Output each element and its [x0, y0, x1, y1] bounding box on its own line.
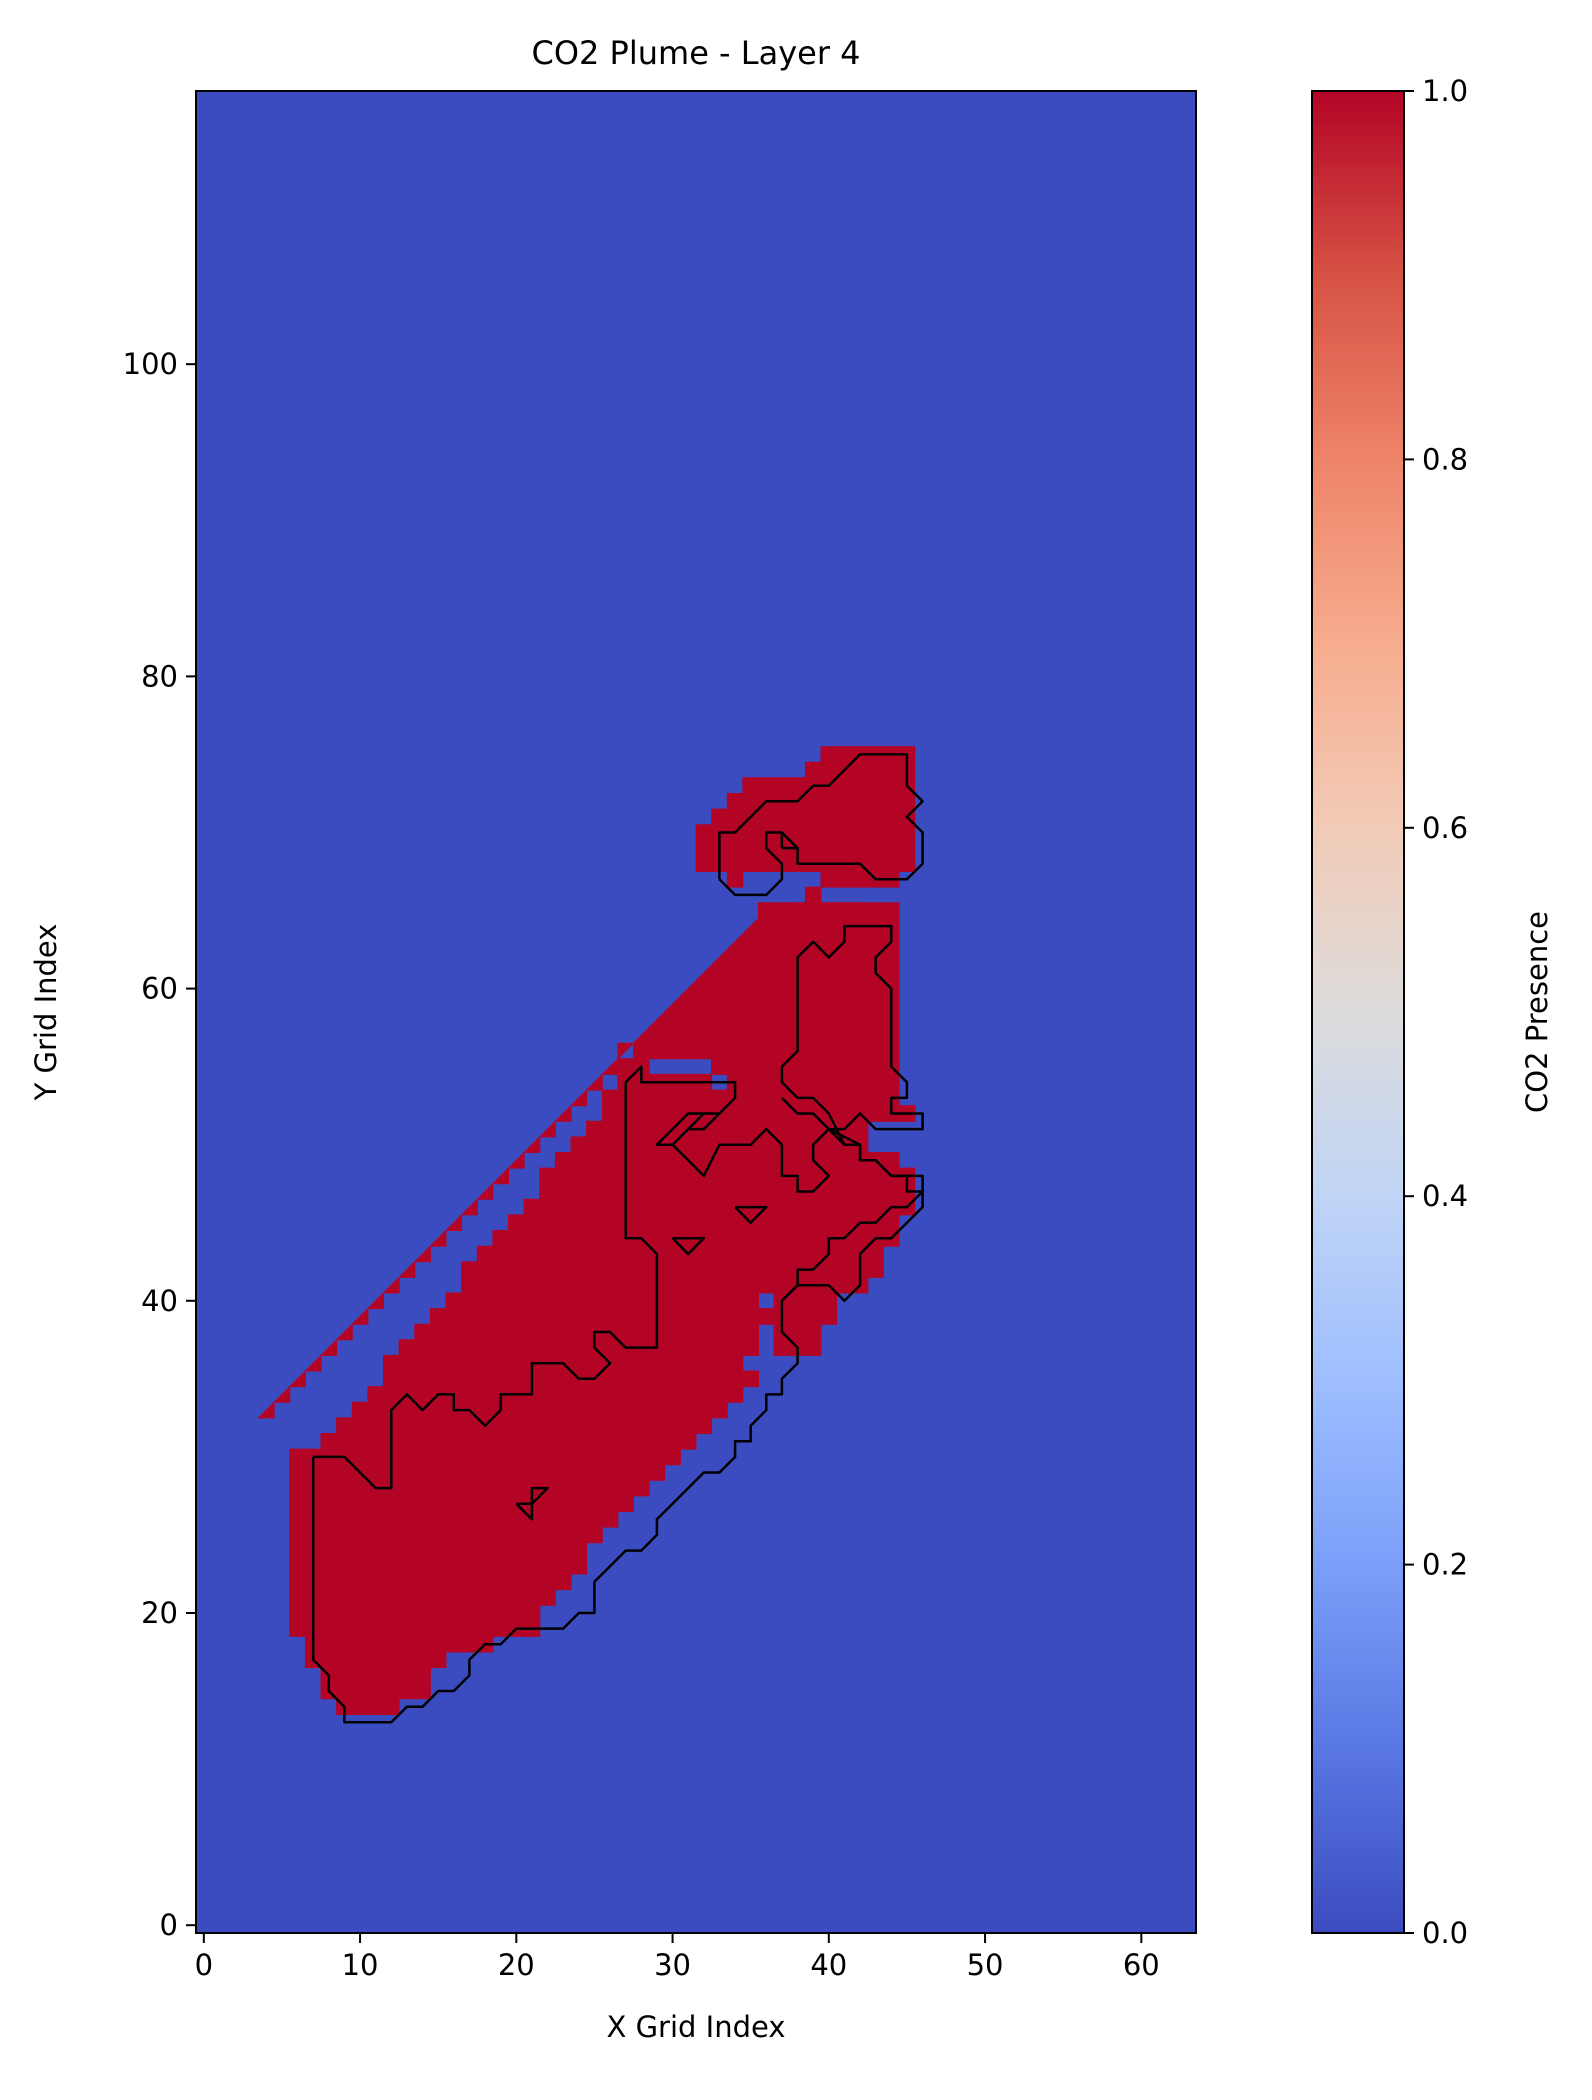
colorbar-tick-label: 1.0	[1422, 74, 1468, 108]
x-tick-label: 40	[810, 1948, 847, 1982]
contour-line	[718, 753, 924, 897]
colorbar-tick-label: 0.0	[1422, 1916, 1468, 1950]
colorbar-tick-label: 0.6	[1422, 811, 1468, 845]
y-tick-label: 100	[123, 347, 178, 381]
contour-line	[671, 1237, 706, 1256]
y-axis-label: Y Grid Index	[29, 924, 63, 1102]
x-tick-label: 50	[967, 1948, 1004, 1982]
chart-title: CO2 Plume - Layer 4	[531, 34, 860, 72]
co2-region	[257, 886, 916, 1419]
colorbar-label: CO2 Presence	[1520, 911, 1554, 1113]
contour-line	[780, 831, 799, 850]
contour-line	[515, 1486, 549, 1521]
colorbar-ticks: 0.0 0.2 0.4 0.6 0.8 1.0	[1404, 74, 1468, 1950]
y-tick-label: 20	[141, 1596, 178, 1630]
co2-region	[695, 746, 916, 888]
x-tick-label: 0	[195, 1948, 213, 1982]
y-tick-label: 80	[141, 659, 178, 693]
colorbar-tick-label: 0.2	[1422, 1548, 1468, 1582]
x-tick-label: 20	[498, 1948, 535, 1982]
y-tick-label: 40	[141, 1284, 178, 1318]
y-tick-label: 0	[160, 1908, 178, 1942]
colorbar: 0.0 0.2 0.4 0.6 0.8 1.0 CO2 Presence	[1311, 74, 1554, 1950]
y-tick-label: 60	[141, 972, 178, 1006]
co2-region	[289, 902, 916, 1715]
x-axis: 0 10 20 30 40 50 60	[195, 1933, 1160, 1982]
colorbar-tick-label: 0.8	[1422, 442, 1468, 476]
x-tick-label: 60	[1123, 1948, 1160, 1982]
plot-area	[195, 90, 1197, 1934]
plot-frame	[195, 90, 1197, 1934]
x-axis-label: X Grid Index	[607, 2010, 786, 2044]
y-axis: 0 20 40 60 80 100	[123, 347, 196, 1942]
contour-line	[734, 1205, 768, 1224]
colorbar-gradient	[1311, 90, 1405, 1934]
x-tick-label: 30	[654, 1948, 691, 1982]
colorbar-tick-label: 0.4	[1422, 1179, 1468, 1213]
contour-line	[780, 924, 924, 1303]
co2-contour-lines	[311, 753, 924, 1724]
x-tick-label: 10	[342, 1948, 379, 1982]
co2-plume-cells	[257, 746, 916, 1715]
